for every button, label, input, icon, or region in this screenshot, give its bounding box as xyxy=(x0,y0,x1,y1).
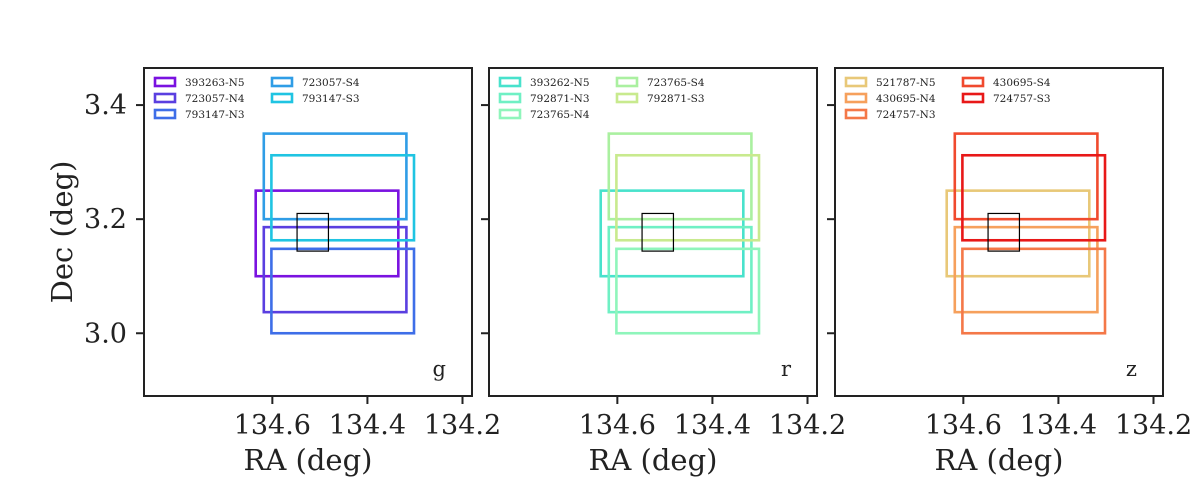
legend-swatch xyxy=(498,92,522,104)
footprint-792871-N3 xyxy=(607,225,753,314)
legend-swatch xyxy=(153,92,177,104)
x-tick-label: 134.6 xyxy=(579,410,656,441)
target-box xyxy=(987,212,1021,252)
footprint-723057-S4 xyxy=(262,132,408,221)
y-axis-label: Dec (deg) xyxy=(45,161,79,304)
legend-label: 724757-S3 xyxy=(993,93,1051,105)
panel-z: 134.6 134.4 134.2 RA (deg) z 521787-N5 430695-… xyxy=(827,67,1192,477)
axes-frame xyxy=(143,67,473,397)
legend-label: 430695-N4 xyxy=(876,93,936,105)
x-axis-label: RA (deg) xyxy=(935,443,1064,477)
x-tick-label: 134.4 xyxy=(674,410,751,441)
x-tick-label: 134.4 xyxy=(329,410,406,441)
y-tick-label: 3.0 xyxy=(84,318,127,349)
legend-label: 793147-S3 xyxy=(302,93,360,105)
axes-frame xyxy=(834,67,1164,397)
target-box xyxy=(641,212,675,252)
target-box xyxy=(296,212,330,252)
legend-label: 723057-S4 xyxy=(302,77,360,89)
legend-swatch xyxy=(844,92,868,104)
footprint-521787-N5 xyxy=(945,189,1091,278)
legend-swatch xyxy=(844,108,868,120)
legend-label: 723057-N4 xyxy=(185,93,245,105)
band-label: g xyxy=(433,357,446,381)
legend-label: 723765-S4 xyxy=(647,77,705,89)
x-tick-label: 134.4 xyxy=(1020,410,1097,441)
footprint-724757-N3 xyxy=(961,247,1107,335)
footprint-723057-N4 xyxy=(262,225,408,314)
legend-swatch xyxy=(961,76,985,88)
x-axis-label: RA (deg) xyxy=(244,443,373,477)
x-tick-label: 134.2 xyxy=(424,410,501,441)
footprint-792871-S3 xyxy=(615,153,761,242)
band-label: r xyxy=(781,357,792,381)
legend-swatch xyxy=(498,108,522,120)
band-label: z xyxy=(1126,357,1137,381)
x-tick-label: 134.6 xyxy=(234,410,311,441)
footprint-430695-N4 xyxy=(953,225,1099,314)
panel-g: 134.6 134.4 134.2 3.0 3.2 3.4 RA (deg) Dec (deg… xyxy=(45,67,501,477)
axes-frame xyxy=(488,67,818,397)
legend-label: 521787-N5 xyxy=(876,77,936,89)
panel-r: 134.6 134.4 134.2 RA (deg) r 393262-N5 792871-… xyxy=(481,67,846,477)
x-tick-label: 134.2 xyxy=(1115,410,1192,441)
legend-label: 723765-N4 xyxy=(530,109,590,121)
legend-label: 793147-N3 xyxy=(185,109,245,121)
legend-swatch xyxy=(615,92,639,104)
legend-label: 430695-S4 xyxy=(993,77,1051,89)
y-tick-label: 3.2 xyxy=(84,204,127,235)
footprint-430695-S4 xyxy=(953,132,1099,221)
legend-swatch xyxy=(961,92,985,104)
legend-swatch xyxy=(498,76,522,88)
y-tick-label: 3.4 xyxy=(84,90,127,121)
footprint-393263-N5 xyxy=(254,189,400,278)
legend-label: 792871-N3 xyxy=(530,93,590,105)
legend-swatch xyxy=(844,76,868,88)
legend-label: 393263-N5 xyxy=(185,77,245,89)
footprint-793147-N3 xyxy=(270,247,416,335)
legend: 521787-N5 430695-N4 724757-N3 430695-S4 7247… xyxy=(844,76,1051,121)
legend-swatch xyxy=(615,76,639,88)
legend-swatch xyxy=(153,108,177,120)
legend-label: 393262-N5 xyxy=(530,77,590,89)
x-tick-label: 134.6 xyxy=(925,410,1002,441)
legend: 393263-N5 723057-N4 793147-N3 723057-S4 7931… xyxy=(153,76,360,121)
legend-swatch xyxy=(153,76,177,88)
x-tick-label: 134.2 xyxy=(769,410,846,441)
footprint-723765-N4 xyxy=(615,247,761,335)
footprint-393262-N5 xyxy=(599,189,745,278)
legend: 393262-N5 792871-N3 723765-N4 723765-S4 7928… xyxy=(498,76,705,121)
footprint-723765-S4 xyxy=(607,132,753,221)
legend-label: 792871-S3 xyxy=(647,93,705,105)
legend-swatch xyxy=(270,92,294,104)
footprint-724757-S3 xyxy=(961,153,1107,242)
legend-label: 724757-N3 xyxy=(876,109,936,121)
legend-swatch xyxy=(270,76,294,88)
footprint-793147-S3 xyxy=(270,153,416,242)
x-axis-label: RA (deg) xyxy=(589,443,718,477)
